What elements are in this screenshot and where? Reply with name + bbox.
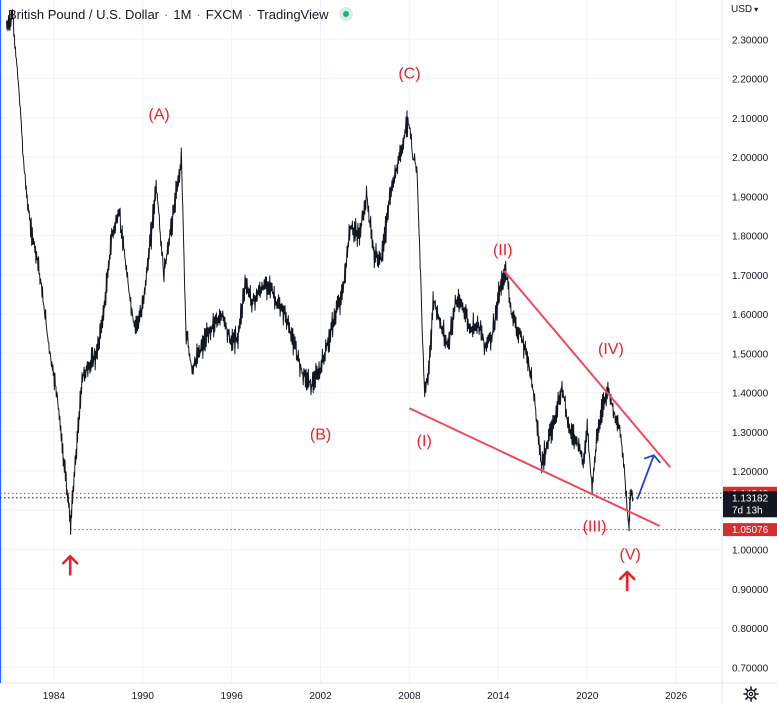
- price-axis-tick-label: 0.80000: [732, 624, 769, 635]
- wave-label: (IV): [598, 341, 624, 358]
- time-axis-tick-label: 2026: [665, 691, 688, 702]
- price-series-line: [6, 9, 634, 535]
- gear-icon[interactable]: [743, 686, 759, 702]
- projection-arrow-icon: [636, 454, 661, 500]
- price-tag-countdown: 7d 13h: [732, 505, 763, 516]
- trendline[interactable]: [503, 270, 671, 468]
- header-separator: ·: [196, 6, 201, 22]
- time-axis-tick-label: 2014: [487, 691, 510, 702]
- price-axis-tick-label: 2.30000: [732, 35, 769, 46]
- price-axis-tick-label: 1.30000: [732, 428, 769, 439]
- time-axis-tick-label: 2020: [576, 691, 599, 702]
- price-axis-tick-label: 2.10000: [732, 114, 769, 125]
- price-axis-tick-label: 1.50000: [732, 349, 769, 360]
- price-axis-tick-label: 1.20000: [732, 467, 769, 478]
- price-tag[interactable]: [723, 523, 777, 537]
- price-axis-tick-label: 1.90000: [732, 192, 769, 203]
- market-status-icon[interactable]: [338, 7, 353, 21]
- time-axis-tick-label: 2008: [398, 691, 421, 702]
- price-axis-tick-label: 0.90000: [732, 585, 769, 596]
- price-axis-tick-label: 1.40000: [732, 389, 769, 400]
- arrow-up-icon: [618, 570, 636, 592]
- price-tag-label: 1.05076: [732, 525, 769, 536]
- header-separator: ·: [164, 6, 169, 22]
- arrow-up-icon: [61, 554, 79, 576]
- price-axis-tick-label: 1.70000: [732, 271, 769, 282]
- trendline[interactable]: [408, 407, 661, 527]
- currency-label: USD: [731, 4, 753, 15]
- wave-label: (V): [619, 547, 640, 564]
- time-axis-tick-label: 1990: [132, 691, 155, 702]
- header-separator: ·: [247, 6, 252, 22]
- wave-label: (III): [583, 519, 607, 536]
- price-tag-label: 1.13182: [732, 493, 769, 504]
- symbol-name[interactable]: British Pound / U.S. Dollar: [8, 6, 160, 22]
- wave-label: (I): [417, 433, 432, 450]
- wave-label: (A): [148, 106, 169, 123]
- currency-selector[interactable]: USD ▾: [731, 4, 758, 15]
- time-axis-tick-label: 1996: [221, 691, 244, 702]
- price-axis-tick-label: 1.80000: [732, 232, 769, 243]
- wave-label: (B): [310, 427, 331, 444]
- time-axis-tick-label: 2002: [309, 691, 332, 702]
- price-axis-tick-label: 1.60000: [732, 310, 769, 321]
- chart-header: British Pound / U.S. Dollar · 1M · FXCM …: [8, 5, 353, 23]
- time-axis-tick-label: 1984: [43, 691, 66, 702]
- platform-label: TradingView: [256, 6, 329, 22]
- price-axis-tick-label: 2.20000: [732, 75, 769, 86]
- wave-label: (II): [493, 242, 513, 259]
- price-axis-tick-label: 2.00000: [732, 153, 769, 164]
- exchange-label: FXCM: [205, 6, 243, 22]
- price-tag[interactable]: [723, 491, 777, 518]
- price-axis-tick-label: 1.00000: [732, 546, 769, 557]
- price-axis-tick-label: 0.70000: [732, 663, 769, 674]
- interval-label[interactable]: 1M: [173, 6, 192, 22]
- wave-label: (C): [398, 66, 420, 83]
- chevron-down-icon: ▾: [754, 5, 759, 14]
